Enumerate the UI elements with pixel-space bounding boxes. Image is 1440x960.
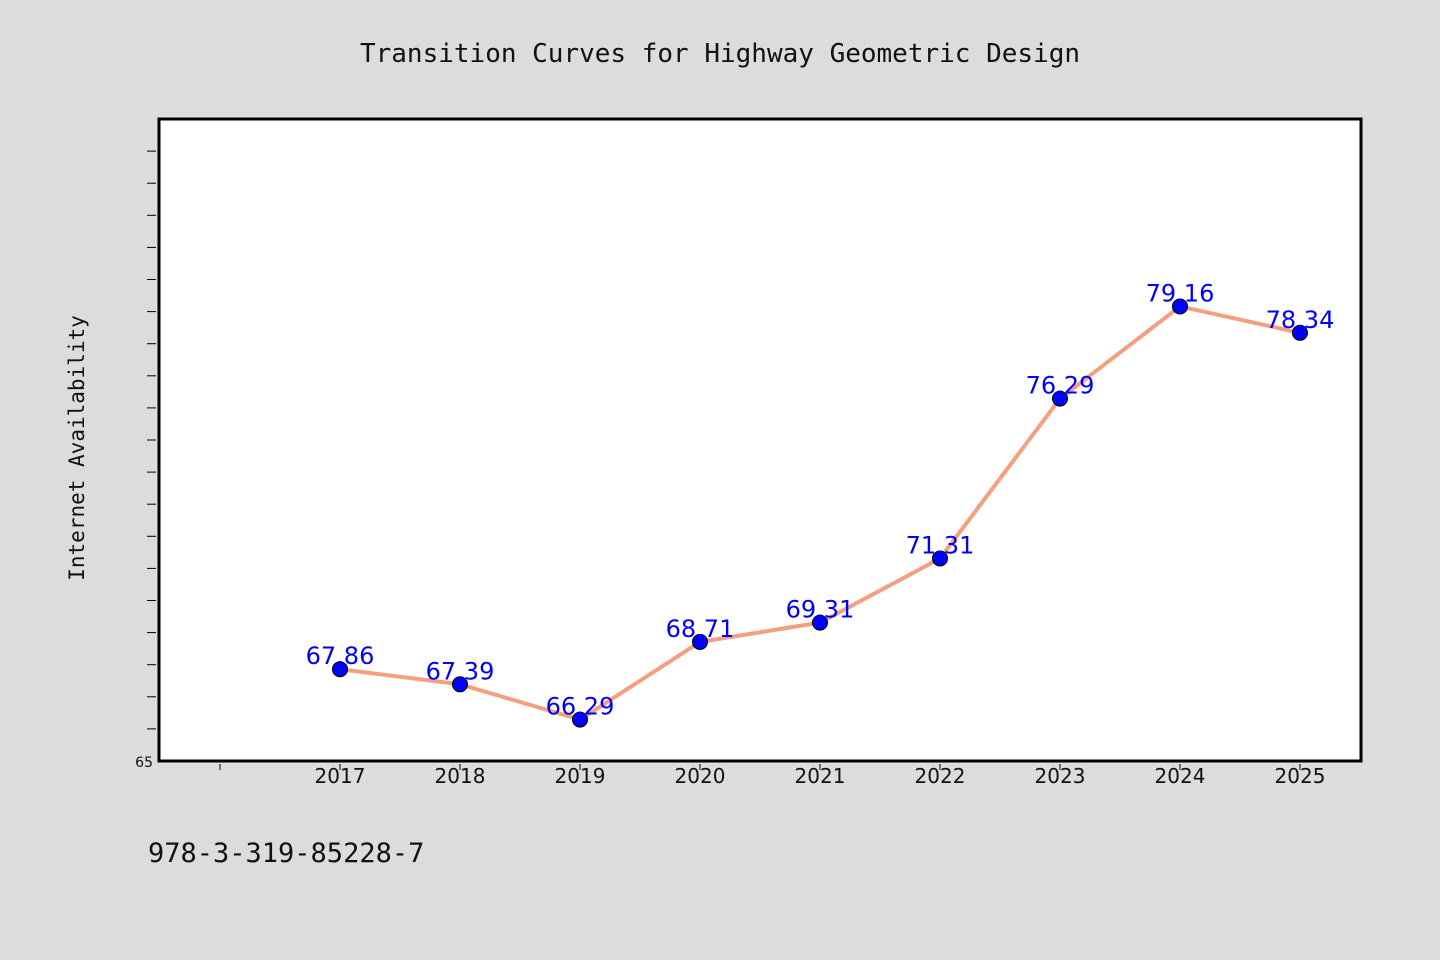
- footer-code: 978-3-319-85228-7: [148, 838, 424, 869]
- data-label: 69.31: [786, 596, 855, 624]
- data-label: 68.71: [666, 615, 735, 643]
- data-point: [1172, 298, 1188, 315]
- chart-title: Transition Curves for Highway Geometric …: [360, 39, 1080, 69]
- data-point: [812, 614, 828, 631]
- data-label: 71.31: [906, 531, 975, 559]
- data-label: 76.29: [1026, 372, 1095, 400]
- data-point: [332, 661, 348, 678]
- x-tick-label: 2024: [1155, 764, 1206, 788]
- x-tick-label: 2025: [1275, 764, 1326, 788]
- data-label: 66.29: [546, 693, 615, 721]
- x-axis-ticks: 2017 2018 2019 2020 2021 2022 2023 2024 2025: [219, 764, 1326, 788]
- x-tick-label: 2023: [1035, 764, 1086, 788]
- data-label: 79.16: [1146, 279, 1215, 307]
- y-tick-label: 65: [135, 755, 153, 771]
- y-axis-label: Internet Availability: [65, 315, 89, 581]
- x-tick-label: 2018: [435, 764, 486, 788]
- x-tick-label: 2020: [675, 764, 726, 788]
- y-axis-ticks: 65: [135, 150, 156, 771]
- x-tick-label: 2022: [915, 764, 966, 788]
- x-tick-label: 2017: [315, 764, 366, 788]
- x-tick-label: 2019: [555, 764, 606, 788]
- x-tick-label: 2021: [795, 764, 846, 788]
- data-label: 67.39: [426, 657, 495, 685]
- data-point: [572, 711, 588, 728]
- data-markers: [332, 298, 1308, 728]
- plot-border: [157, 117, 1363, 763]
- data-point: [1052, 390, 1068, 407]
- data-labels: 67.86 67.39 66.29 68.71 69.31 71.31 76.29 79.16…: [306, 279, 1335, 720]
- data-point: [692, 633, 708, 650]
- plot-area: [159, 119, 1361, 761]
- data-point: [932, 550, 948, 567]
- data-label: 67.86: [306, 642, 375, 670]
- data-point: [1292, 324, 1308, 341]
- data-point: [452, 676, 468, 693]
- data-label: 78.34: [1266, 306, 1335, 334]
